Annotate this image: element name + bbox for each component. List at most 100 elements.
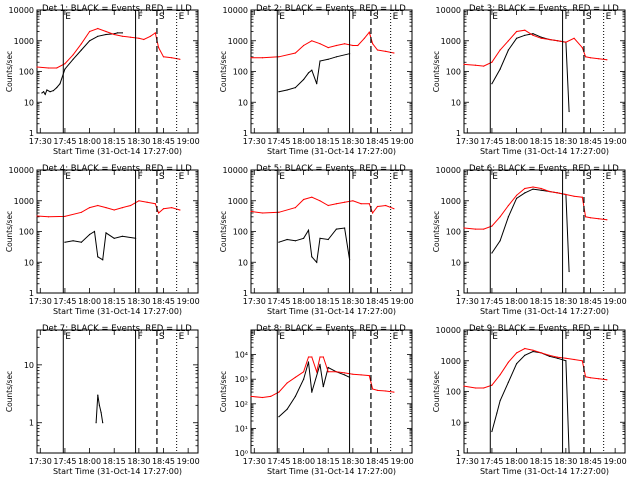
series-lld-point — [121, 35, 123, 37]
x-tick-label: 17:30 — [243, 297, 266, 306]
series-lld-point — [344, 201, 346, 203]
marker-label: S — [159, 332, 165, 342]
series-lld-point — [303, 198, 305, 201]
x-tick-label: 17:45 — [480, 457, 503, 466]
series-lld-point — [154, 32, 156, 34]
panel-det-9: Det 9: BLACK = Events, RED = LLD 1 10 100 10… — [432, 324, 627, 476]
series-events-point — [568, 110, 570, 113]
series-lld-point — [250, 210, 252, 212]
series-events-point — [294, 87, 296, 89]
panel-title: Det 2: BLACK = Events, RED = LLD — [256, 4, 406, 14]
series-events-point — [286, 408, 288, 410]
y-tick-label: 100 — [446, 388, 461, 397]
y-tick-label: 10² — [235, 400, 248, 409]
series-lld-point — [56, 67, 58, 69]
marker-label: S — [159, 12, 165, 22]
x-tick-label: 17:45 — [480, 297, 503, 306]
series-events-point — [491, 83, 493, 85]
marker-label: E — [393, 332, 399, 342]
series-lld-point — [376, 49, 379, 51]
panel-title: Det 7: BLACK = Events, RED = LLD — [42, 324, 192, 334]
series-lld-point — [352, 200, 354, 202]
series-events-point — [311, 69, 313, 71]
x-tick-label: 18:45 — [579, 137, 602, 146]
marker-label: E — [179, 332, 185, 342]
x-tick-label: 19:00 — [604, 297, 627, 306]
series-lld-point — [557, 40, 559, 42]
series-lld-point — [385, 390, 387, 392]
series-lld-point — [154, 203, 156, 205]
series-lld-point — [113, 33, 115, 36]
series-events-point — [540, 189, 542, 191]
series-events-point — [557, 357, 559, 359]
y-tick-label: 10 — [238, 258, 248, 267]
marker-label: E — [606, 332, 612, 342]
series-lld-point — [36, 215, 38, 217]
x-tick-label: 19:00 — [604, 137, 627, 146]
series-lld-line — [463, 347, 607, 389]
series-events-point — [286, 238, 288, 241]
series-lld-point — [499, 216, 501, 218]
y-tick-label: 1000 — [441, 357, 461, 366]
series-lld-point — [179, 209, 181, 211]
series-lld-point — [463, 227, 465, 229]
panel-title: Det 8: BLACK = Events, RED = LLD — [256, 324, 406, 334]
x-tick-label: 18:15 — [317, 457, 340, 466]
series-lld-point — [89, 207, 91, 209]
series-events-point — [532, 33, 534, 35]
marker-label: S — [373, 332, 379, 342]
series-lld-point — [36, 66, 38, 68]
x-tick-label: 19:00 — [391, 297, 414, 306]
series-lld-point — [368, 203, 370, 205]
series-lld-point — [585, 376, 587, 378]
y-tick-label: 10 — [24, 98, 34, 107]
series-lld-point — [47, 67, 50, 69]
series-lld-point — [589, 57, 592, 59]
x-axis-label: Start Time (31-Oct-14 17:27:00) — [480, 307, 609, 316]
x-tick-label: 18:00 — [505, 297, 528, 306]
x-tick-label: 18:00 — [505, 457, 528, 466]
series-events-point — [548, 355, 551, 357]
x-tick-label: 19:00 — [177, 457, 200, 466]
series-events-point — [307, 229, 310, 231]
series-lld-point — [162, 208, 165, 210]
y-tick-label: 10000 — [436, 326, 461, 335]
marker-label: F — [565, 332, 570, 342]
series-events-point — [43, 91, 45, 93]
series-lld-point — [261, 396, 264, 399]
x-tick-label: 18:00 — [78, 297, 101, 306]
y-tick-label: 10³ — [235, 375, 248, 384]
x-axis-label: Start Time (31-Oct-14 17:27:00) — [267, 147, 396, 156]
series-lld-point — [311, 356, 313, 358]
series-events-point — [507, 49, 509, 51]
series-events-point — [64, 68, 66, 70]
series-events-point — [41, 92, 43, 94]
x-tick-label: 18:30 — [554, 297, 577, 306]
series-lld-point — [557, 356, 559, 358]
series-lld-point — [368, 375, 370, 377]
x-tick-label: 17:45 — [53, 297, 76, 306]
series-events-point — [532, 350, 534, 353]
panel-title: Det 4: BLACK = Events, RED = LLD — [42, 164, 192, 174]
y-tick-label: 10000 — [436, 6, 461, 15]
x-tick-label: 18:45 — [579, 457, 602, 466]
panel-title: Det 1: BLACK = Events, RED = LLD — [42, 4, 192, 14]
series-lld-point — [121, 207, 123, 209]
series-lld-point — [344, 372, 346, 374]
series-lld-point — [64, 215, 66, 217]
series-events-point — [100, 411, 102, 414]
series-lld-point — [540, 187, 542, 190]
y-tick-label: 100 — [233, 228, 248, 237]
series-lld-point — [585, 216, 587, 218]
x-tick-label: 18:00 — [505, 137, 528, 146]
series-events-point — [102, 422, 104, 424]
series-lld-point — [294, 376, 296, 378]
series-lld-point — [393, 391, 395, 393]
x-tick-label: 17:45 — [53, 457, 76, 466]
x-tick-label: 18:15 — [103, 457, 126, 466]
series-events-point — [102, 259, 104, 261]
marker-label: E — [65, 12, 71, 22]
series-events-point — [496, 412, 498, 414]
panel-det-3: Det 3: BLACK = Events, RED = LLD 1 10 100 10… — [432, 4, 627, 156]
series-lld-point — [463, 385, 465, 387]
